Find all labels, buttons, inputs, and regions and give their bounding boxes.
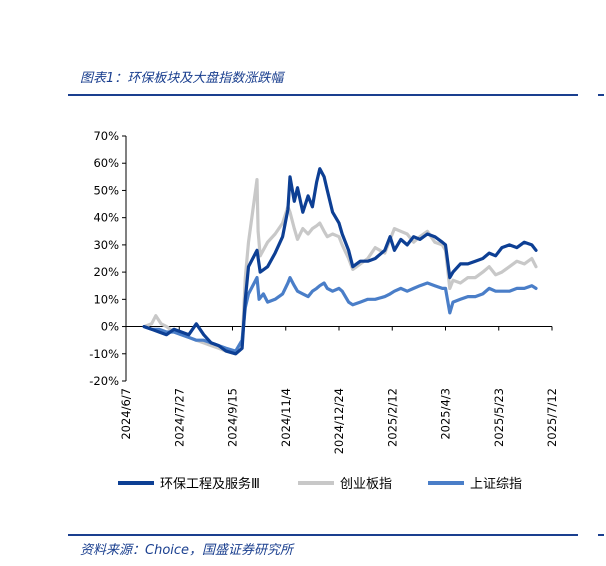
legend-item-shangzheng-label: 上证综指 (470, 477, 522, 492)
y-tick-label: 70% (93, 129, 119, 143)
figure-title: 图表1：环保板块及大盘指数涨跌幅 (80, 71, 284, 86)
series-line-chuangyeban (142, 178, 538, 356)
source-rule (68, 534, 578, 536)
source-rule-end-mark (598, 534, 604, 536)
y-tick-label: -10% (89, 347, 119, 361)
x-tick-label: 2025/2/12 (385, 388, 399, 447)
y-tick-label: 0% (101, 320, 119, 334)
x-tick-label: 2025/5/23 (492, 388, 506, 447)
x-tick-label: 2025/4/3 (439, 388, 453, 440)
y-tick-label: 30% (93, 238, 119, 252)
legend-item-huanbao-label: 环保工程及服务Ⅲ (160, 476, 260, 492)
title-rule (68, 94, 578, 96)
x-tick-label: 2024/6/7 (119, 388, 133, 440)
x-tick-label: 2024/9/15 (226, 388, 240, 447)
series-line-shangzheng (142, 276, 538, 353)
x-tick-label: 2024/11/4 (279, 388, 293, 447)
x-tick-label: 2025/7/12 (545, 388, 559, 447)
y-tick-label: 40% (93, 211, 119, 225)
y-tick-label: 60% (93, 156, 119, 170)
x-tick-label: 2024/7/27 (172, 388, 186, 447)
y-tick-label: 20% (93, 265, 119, 279)
series-line-huanbao (142, 167, 538, 356)
legend-item-chuangyeban-label: 创业板指 (340, 477, 392, 492)
source-note: 资料来源：Choice，国盛证券研究所 (80, 543, 294, 558)
y-tick-label: -20% (89, 374, 119, 388)
x-tick-label: 2024/12/24 (332, 388, 346, 454)
y-tick-label: 10% (93, 292, 119, 306)
title-rule-end-mark (598, 94, 604, 96)
y-tick-label: 50% (93, 183, 119, 197)
